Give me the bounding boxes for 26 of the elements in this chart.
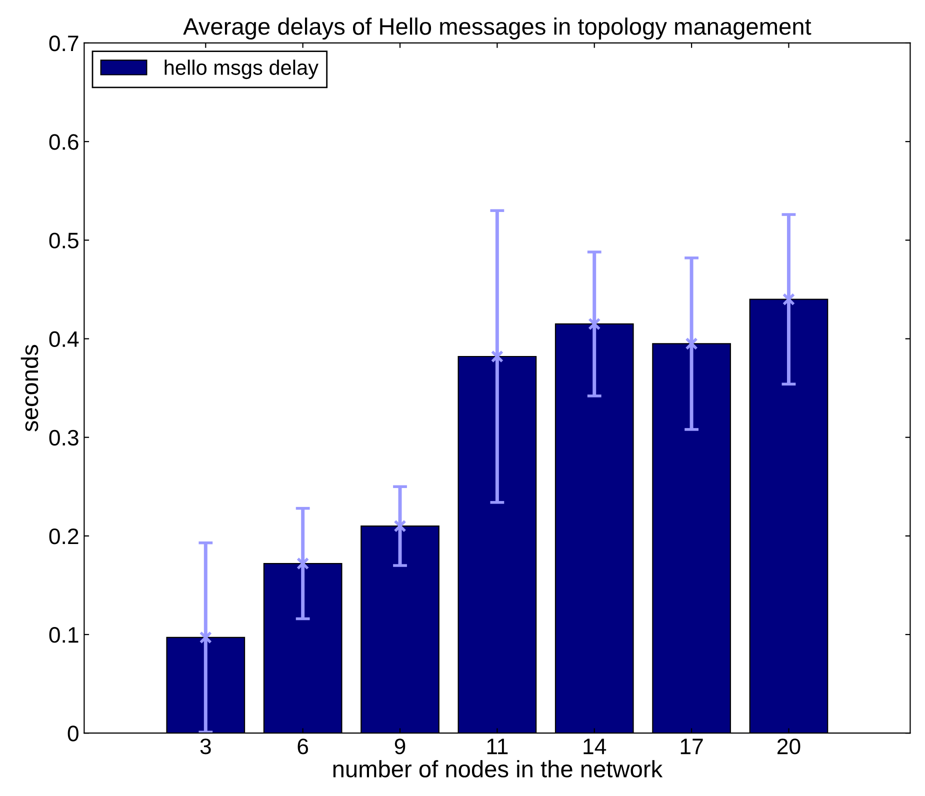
point xyxy=(782,293,796,306)
legend-label: hello msgs delay xyxy=(164,60,318,80)
x-tick-label: 3 xyxy=(200,738,211,754)
point xyxy=(199,631,212,644)
y-tick-label: 0.7 xyxy=(49,36,78,52)
y-tick-label: 0.2 xyxy=(49,528,78,544)
y-tick-label: 0.3 xyxy=(49,430,78,446)
x-tick-label: 20 xyxy=(777,738,800,754)
x-tick-label: 14 xyxy=(584,738,606,754)
point xyxy=(296,557,310,570)
y-tick-label: 0.5 xyxy=(49,232,78,248)
y-tick-label: 0 xyxy=(68,726,78,742)
y-tick-label: 0.4 xyxy=(49,331,79,348)
point xyxy=(490,350,504,363)
x-axis-title: number of nodes in the network xyxy=(333,760,663,778)
point xyxy=(685,337,698,350)
point xyxy=(588,318,601,330)
point xyxy=(394,520,406,532)
y-tick-label: 0.1 xyxy=(49,627,78,643)
chart-title: Average delays of Hello messages in topology management xyxy=(183,18,812,40)
y-axis-title: seconds xyxy=(20,344,38,432)
x-tick-label: 17 xyxy=(680,738,703,754)
x-tick-label: 6 xyxy=(298,738,308,754)
x-tick-label: 11 xyxy=(487,738,508,754)
y-tick-label: 0.6 xyxy=(49,134,78,150)
x-tick-label: 9 xyxy=(394,738,406,754)
